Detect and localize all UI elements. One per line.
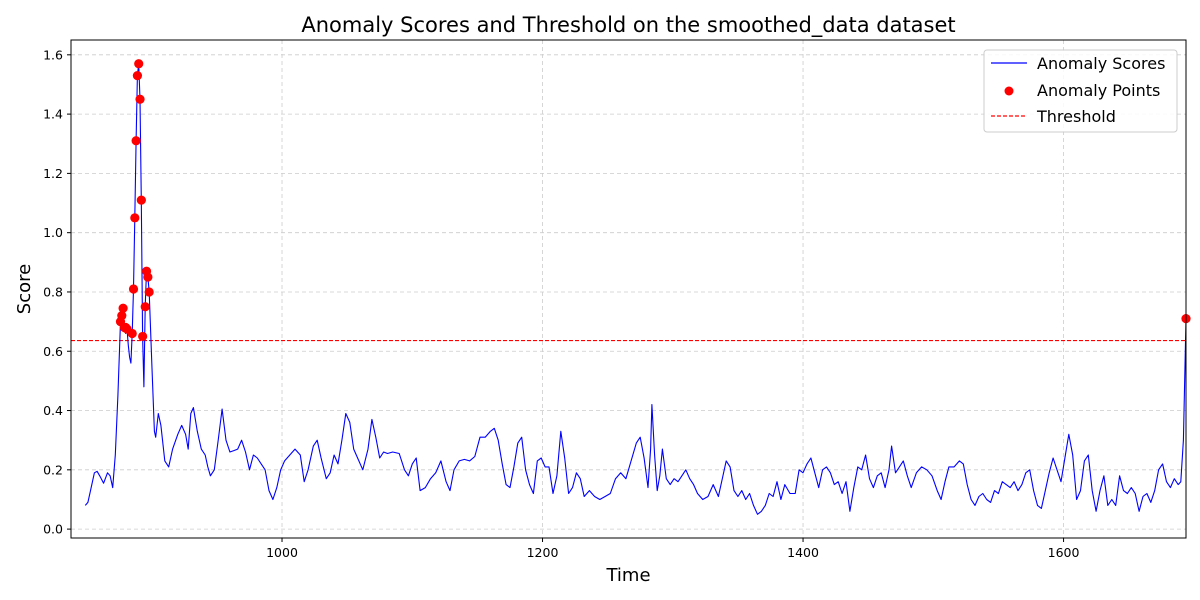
y-ticks: 0.0 0.2 0.4 0.6 0.8 1.0 1.2 1.4 1.6 [43,47,71,537]
anomaly-point [130,213,140,223]
anomaly-points-layer [115,59,1191,342]
anomaly-point [118,303,128,313]
anomaly-point [134,59,144,69]
anomaly-point [144,287,154,297]
anomaly-point [143,272,153,282]
chart-title: Anomaly Scores and Threshold on the smoo… [301,13,955,38]
y-tick-label: 1.0 [43,225,63,240]
anomaly-point [140,302,150,312]
y-tick-label: 0.6 [43,344,63,359]
x-tick-label: 1000 [266,545,298,560]
legend-box [983,49,1178,133]
x-tick-label: 1600 [1048,545,1080,560]
x-ticks: 1000 1200 1400 1600 [266,538,1080,560]
y-tick-label: 0.4 [43,403,63,418]
legend-label-points: Anomaly Points [1037,81,1160,100]
anomaly-point [138,331,148,342]
plot-frame [70,39,1187,539]
anomaly-point [136,195,146,205]
grid [71,40,1186,538]
anomaly-point [127,328,137,339]
y-tick-label: 1.2 [43,166,63,181]
legend: Anomaly Scores Anomaly Points Threshold [983,49,1178,133]
anomaly-point [117,311,127,321]
legend-label-scores: Anomaly Scores [1037,54,1165,73]
x-tick-label: 1200 [527,545,559,560]
y-tick-label: 1.4 [43,107,63,122]
anomaly-scores-line [84,63,1187,515]
y-tick-label: 1.6 [43,47,63,62]
series-layer [84,63,1187,515]
anomaly-point [135,94,145,104]
anomaly-point [128,284,139,294]
x-axis-label: Time [605,565,650,586]
y-tick-label: 0.8 [43,284,63,299]
y-axis-label: Score [14,264,35,314]
y-tick-label: 0.0 [43,522,63,537]
anomaly-point [131,136,141,146]
legend-marker-swatch [1004,86,1014,96]
anomaly-point [132,70,143,81]
y-tick-label: 0.2 [43,462,63,477]
x-tick-label: 1400 [787,545,819,560]
legend-label-threshold: Threshold [1036,107,1116,126]
